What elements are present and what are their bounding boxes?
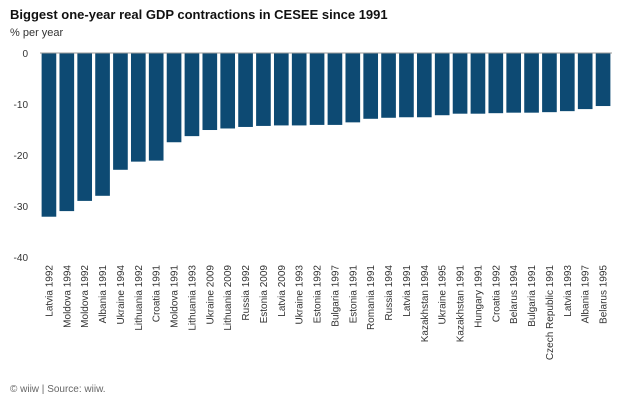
x-category-label: Moldova 1991 [170, 265, 181, 328]
x-category-label: Estonia 1991 [348, 265, 359, 324]
bar [345, 53, 361, 123]
bars [41, 53, 611, 217]
bar [113, 53, 128, 170]
bar [399, 53, 414, 118]
x-category-label: Albania 1997 [581, 265, 592, 324]
x-category-label: Russia 1994 [384, 265, 395, 321]
x-category-label: Hungary 1991 [473, 265, 484, 328]
x-category-label: Kazakhstan 1991 [456, 265, 467, 343]
x-category-label: Ukraine 2009 [205, 265, 216, 325]
chart-title: Biggest one-year real GDP contractions i… [10, 7, 388, 22]
bar [148, 53, 164, 161]
bar [309, 53, 325, 125]
y-tick-label: -40 [14, 253, 29, 264]
y-tick-label: -20 [14, 151, 29, 162]
x-category-label: Belarus 1994 [509, 265, 520, 324]
x-category-label: Latvia 2009 [277, 265, 288, 317]
bar [202, 53, 218, 131]
bar [327, 53, 343, 125]
x-category-label: Russia 1992 [241, 265, 252, 321]
x-category-label: Moldova 1992 [80, 265, 91, 328]
x-category-label: Bulgaria 1997 [330, 265, 341, 327]
bar [166, 53, 182, 143]
x-category-label: Estonia 1992 [313, 265, 324, 324]
bar [416, 53, 432, 118]
bar [41, 53, 57, 217]
bar [291, 53, 307, 126]
bar [470, 53, 486, 114]
x-category-label: Albania 1991 [98, 265, 109, 324]
x-category-label: Estonia 2009 [259, 265, 270, 324]
x-category-label: Croatia 1991 [152, 265, 163, 323]
x-axis-labels: Latvia 1992 Moldova 1994 Moldova 1992 Alban… [44, 265, 609, 361]
y-tick-label: -30 [14, 202, 29, 213]
source-footer: © wiiw | Source: wiiw. [10, 384, 106, 395]
bar [595, 53, 611, 107]
x-category-label: Latvia 1991 [402, 265, 413, 317]
bar [559, 53, 575, 112]
bar [524, 53, 539, 113]
x-category-label: Lithuania 2009 [223, 265, 234, 331]
bar [130, 53, 146, 162]
bar [506, 53, 522, 113]
x-category-label: Ukraine 1994 [116, 265, 127, 325]
bar [256, 53, 271, 126]
y-axis-label: % per year [10, 27, 64, 39]
bar [273, 53, 289, 126]
x-category-label: Croatia 1992 [491, 265, 502, 323]
x-category-label: Romania 1991 [366, 265, 377, 330]
bar [77, 53, 93, 201]
bar [363, 53, 379, 119]
x-category-label: Belarus 1995 [599, 265, 610, 324]
bar [238, 53, 253, 127]
x-category-label: Latvia 1992 [44, 265, 55, 317]
y-tick-label: -10 [14, 100, 29, 111]
x-category-label: Moldova 1994 [62, 265, 73, 328]
y-axis: 0 -10 -20 -30 -40 [14, 49, 29, 264]
x-category-label: Lithuania 1992 [134, 265, 145, 331]
bar [95, 53, 110, 196]
x-category-label: Czech Republic 1991 [545, 265, 556, 360]
bar [381, 53, 396, 118]
bar [220, 53, 236, 129]
bar [577, 53, 593, 110]
bar [542, 53, 557, 113]
x-category-label: Lithuania 1993 [187, 265, 198, 331]
bar [59, 53, 75, 212]
bar [434, 53, 450, 116]
x-category-label: Ukraine 1995 [438, 265, 449, 325]
bar [488, 53, 504, 114]
y-tick-label: 0 [22, 49, 28, 60]
x-category-label: Latvia 1993 [563, 265, 574, 317]
bar [452, 53, 468, 114]
bar [184, 53, 200, 137]
x-category-label: Bulgaria 1991 [527, 265, 538, 327]
x-category-label: Kazakhstan 1994 [420, 265, 431, 343]
x-category-label: Ukraine 1993 [295, 265, 306, 325]
